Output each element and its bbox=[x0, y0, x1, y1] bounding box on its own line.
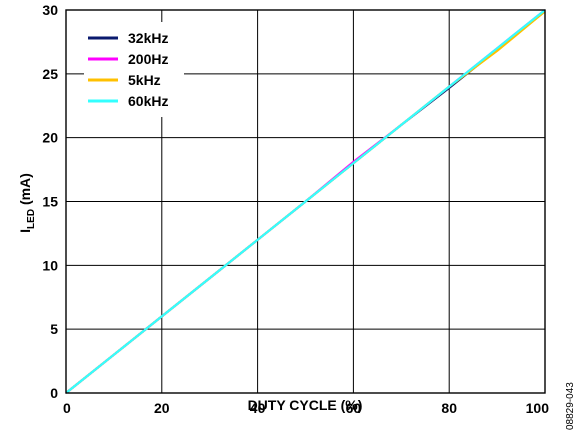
x-axis-label: DUTY CYCLE (%) bbox=[248, 397, 363, 413]
legend-label-32khz: 32kHz bbox=[128, 30, 168, 46]
series-line-60khz bbox=[65, 9, 546, 394]
legend-label-5khz: 5kHz bbox=[128, 72, 161, 88]
legend-label-200hz: 200Hz bbox=[128, 51, 168, 67]
y-axis-label: ILED (mA) bbox=[17, 173, 37, 233]
x-tick-label: 60 bbox=[346, 400, 362, 416]
y-axis-label-unit: (mA) bbox=[17, 173, 33, 209]
figure-id: 08829-043 bbox=[565, 382, 576, 430]
x-axis-ticks: 0 20 40 60 80 100 bbox=[63, 400, 549, 416]
y-tick-label: 30 bbox=[42, 2, 58, 18]
series-lines bbox=[65, 9, 546, 394]
x-tick-label: 100 bbox=[526, 400, 550, 416]
x-tick-label: 40 bbox=[250, 400, 266, 416]
plot-area bbox=[65, 9, 546, 394]
y-tick-label: 20 bbox=[42, 130, 58, 146]
y-tick-label: 0 bbox=[50, 385, 58, 401]
x-tick-label: 0 bbox=[63, 400, 71, 416]
y-tick-label: 15 bbox=[42, 194, 58, 210]
y-tick-label: 25 bbox=[42, 66, 58, 82]
y-tick-label: 5 bbox=[50, 321, 58, 337]
y-tick-label: 10 bbox=[42, 257, 58, 273]
y-axis-label-subscript: LED bbox=[26, 209, 37, 229]
y-axis-label-main: I bbox=[17, 229, 33, 233]
legend-label-60khz: 60kHz bbox=[128, 93, 168, 109]
legend: 32kHz 200Hz 5kHz 60kHz bbox=[84, 22, 184, 117]
x-tick-label: 80 bbox=[441, 400, 457, 416]
x-tick-label: 20 bbox=[154, 400, 170, 416]
y-axis-ticks: 0 5 10 15 20 25 30 bbox=[42, 2, 58, 401]
